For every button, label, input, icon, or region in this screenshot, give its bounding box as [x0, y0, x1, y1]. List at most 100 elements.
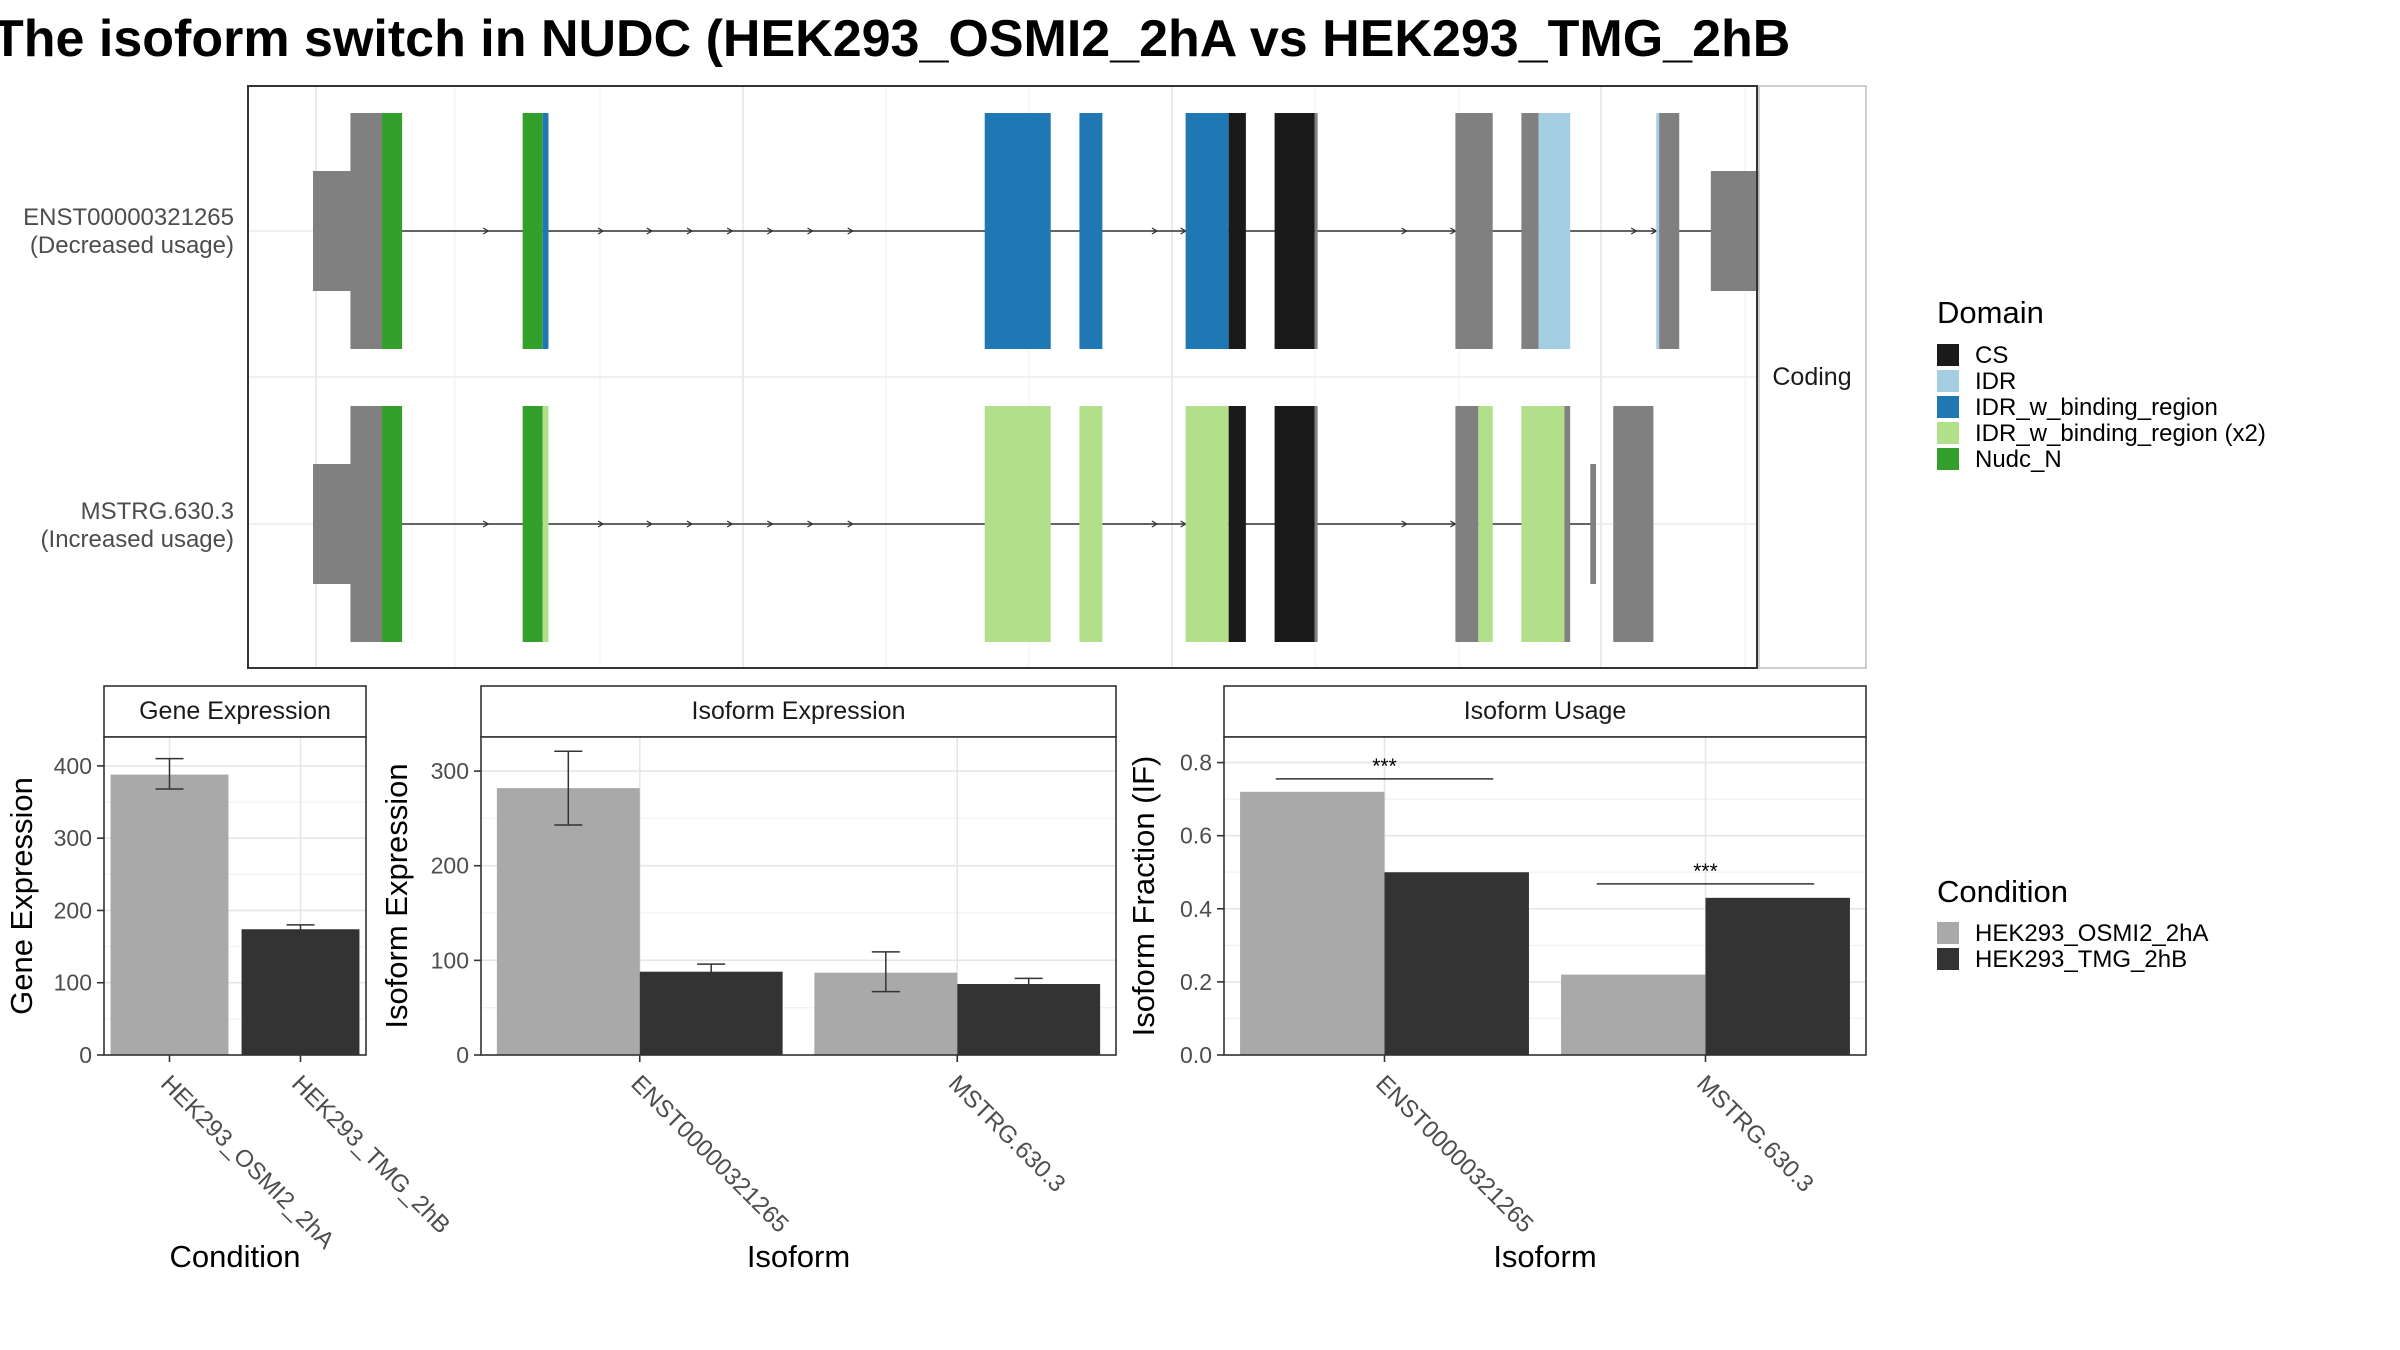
exon-utr	[1314, 113, 1318, 349]
exon-utr	[1314, 406, 1318, 642]
x-axis-title: Isoform	[1493, 1239, 1596, 1274]
intron-arrow	[597, 520, 605, 528]
error-bar	[554, 750, 583, 826]
y-tick-label: 0.4	[1180, 896, 1212, 922]
x-tick-label: MSTRG.630.3	[943, 1070, 1071, 1198]
isoform-1-name: ENST00000321265	[23, 204, 234, 231]
intron-arrow	[1401, 227, 1408, 235]
exon-cs	[1274, 113, 1315, 349]
intron-arrow	[766, 227, 774, 235]
exon-idrb2	[1079, 406, 1103, 642]
x-axis-title: Condition	[170, 1239, 301, 1274]
intron-arrow	[1151, 520, 1159, 528]
y-tick-label: 0	[79, 1042, 92, 1068]
intron-arrow	[1151, 227, 1159, 235]
isoform-structure-panel	[247, 85, 1867, 669]
isoform-2-name: MSTRG.630.3	[81, 498, 234, 525]
utr-3prime	[1590, 464, 1597, 584]
exon-cs	[1228, 406, 1246, 642]
intron-arrow	[646, 227, 654, 235]
plot-border	[103, 736, 367, 1056]
bar	[1240, 791, 1385, 1055]
intron-arrow	[766, 520, 774, 528]
exon-utr	[350, 113, 383, 349]
x-tick-label: ENST00000321265	[1370, 1070, 1538, 1238]
exon-cs	[1228, 113, 1246, 349]
exon-idrb	[1079, 113, 1103, 349]
error-bar	[871, 951, 900, 993]
y-tick-label: 0.0	[1180, 1042, 1212, 1068]
exon-utr	[1564, 406, 1571, 642]
exon-nudc	[522, 113, 543, 349]
y-tick-label: 0.6	[1180, 823, 1212, 849]
error-bar	[1014, 977, 1043, 990]
isoform-track-2	[313, 406, 1654, 642]
domain-legend-title: Domain	[1937, 295, 2044, 330]
y-tick-label: 0.2	[1180, 969, 1212, 995]
exon-idrb2	[1521, 406, 1565, 642]
isoform-expression-chart: Isoform Expression 0 100 200 300 ENST00000321…	[379, 685, 1117, 1274]
intron-arrow	[847, 520, 854, 528]
error-bar	[155, 757, 184, 790]
exon-utr	[350, 406, 383, 642]
exon-nudc	[382, 113, 403, 349]
exon-idr	[1656, 113, 1660, 349]
exon-utr	[1613, 406, 1654, 642]
structure-facet-label: Coding	[1772, 363, 1851, 391]
bar	[957, 984, 1101, 1055]
y-tick-label: 400	[54, 753, 92, 779]
y-tick-label: 100	[431, 947, 469, 973]
x-tick-label: ENST00000321265	[626, 1070, 794, 1238]
bar	[1705, 897, 1850, 1055]
domain-legend-label: IDR	[1975, 368, 2016, 395]
bar	[1384, 872, 1529, 1055]
y-tick-label: 200	[431, 853, 469, 879]
intron-arrow	[646, 520, 654, 528]
condition-legend-key	[1937, 922, 1959, 944]
exon-idrb2	[542, 406, 549, 642]
exon-nudc	[522, 406, 543, 642]
exon-utr	[1455, 406, 1479, 642]
intron-arrow	[726, 520, 734, 528]
isoform-usage-chart: Isoform Usage 0.0 0.2 0.4 0.6 0.8 *** *** ENST00…	[1126, 685, 1867, 1274]
figure-title: The isoform switch in NUDC (HEK293_OSMI2…	[0, 10, 1790, 68]
intron-arrow	[482, 227, 490, 235]
bar	[496, 788, 640, 1055]
chart-title: Isoform Expression	[692, 697, 906, 725]
intron-arrow	[686, 227, 694, 235]
bar	[1561, 974, 1706, 1055]
exon-idr	[1538, 113, 1571, 349]
significance-label: ***	[1372, 755, 1397, 778]
domain-legend-key	[1937, 396, 1959, 418]
y-axis-title: Isoform Expression	[379, 763, 414, 1028]
exon-idrb	[1185, 113, 1229, 349]
condition-legend-label: HEK293_OSMI2_2hA	[1975, 920, 2208, 947]
chart-title: Isoform Usage	[1464, 697, 1627, 725]
chart-title: Gene Expression	[139, 697, 331, 725]
chart-title-strip	[1223, 685, 1867, 738]
condition-legend-key	[1937, 948, 1959, 970]
exon-cs	[1274, 406, 1315, 642]
y-tick-label: 300	[431, 758, 469, 784]
isoform-1-usage: (Decreased usage)	[30, 232, 234, 259]
plot-border	[1223, 736, 1867, 1056]
exon-idrb2	[984, 406, 1051, 642]
chart-title-strip	[480, 685, 1117, 738]
error-bar	[286, 924, 315, 933]
structure-plot-border	[247, 85, 1758, 669]
isoform-2-usage: (Increased usage)	[41, 526, 234, 553]
x-tick-label: MSTRG.630.3	[1691, 1070, 1819, 1198]
y-axis-title: Isoform Fraction (IF)	[1126, 756, 1161, 1037]
structure-facet-strip	[1758, 85, 1867, 669]
y-tick-label: 200	[54, 897, 92, 923]
intron-arrow	[686, 520, 694, 528]
significance-label: ***	[1693, 860, 1718, 883]
exon-idrb	[984, 113, 1051, 349]
y-axis-title: Gene Expression	[4, 777, 39, 1015]
isoform-track-1	[313, 113, 1780, 349]
exon-nudc	[382, 406, 403, 642]
intron-arrow	[1401, 520, 1408, 528]
condition-legend-label: HEK293_TMG_2hB	[1975, 946, 2187, 973]
domain-legend-key	[1937, 422, 1959, 444]
